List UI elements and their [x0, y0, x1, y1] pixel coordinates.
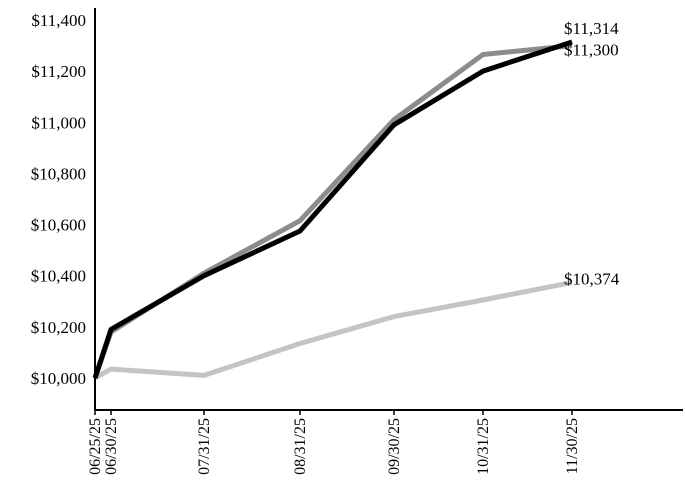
- y-tick-label: $11,200: [31, 62, 86, 81]
- x-tick-label: 10/31/25: [475, 418, 492, 475]
- y-tick-label: $11,400: [31, 11, 86, 30]
- y-tick-label: $10,200: [31, 318, 86, 337]
- series-line-1: [92, 39, 573, 379]
- x-tick-label: 08/31/25: [292, 418, 309, 475]
- end-value-label: $10,374: [564, 269, 620, 288]
- y-tick-label: $10,400: [31, 267, 86, 286]
- x-axis-ticks: 06/25/25 06/30/25 07/31/25 08/31/25 09/30/25…: [87, 418, 581, 475]
- end-value-label: $11,314: [564, 19, 619, 38]
- x-tick-label: 07/31/25: [196, 418, 213, 475]
- x-tick-label: 11/30/25: [564, 418, 581, 474]
- y-axis-ticks: $10,000 $10,200 $10,400 $10,600 $10,800 $11,0…: [31, 11, 573, 415]
- series-lines: [92, 39, 573, 381]
- end-labels: $11,314 $11,300 $10,374: [564, 19, 620, 288]
- series-line-2: [92, 43, 573, 379]
- y-tick-label: $10,800: [31, 164, 86, 183]
- x-tick-label: 06/25/25: [87, 418, 104, 475]
- series-line-3: [93, 279, 573, 381]
- end-value-label: $11,300: [564, 41, 619, 60]
- y-tick-label: $10,000: [31, 369, 86, 388]
- x-tick-label: 09/30/25: [386, 418, 403, 475]
- y-tick-label: $11,000: [31, 113, 86, 132]
- x-tick-label: 06/30/25: [103, 418, 120, 475]
- y-tick-label: $10,600: [31, 216, 86, 235]
